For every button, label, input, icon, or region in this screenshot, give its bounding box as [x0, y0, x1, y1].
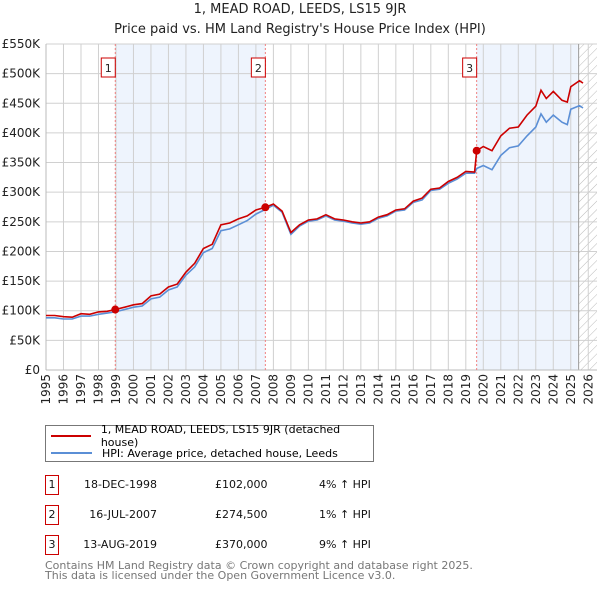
x-tick-label: 2017 [424, 374, 438, 405]
y-tick-label: £50K [9, 333, 41, 347]
x-tick-label: 2020 [477, 374, 491, 405]
y-tick-label: £500K [2, 67, 42, 81]
sale-point [261, 203, 270, 212]
y-tick-label: £400K [2, 126, 42, 140]
x-tick-label: 2014 [372, 374, 386, 405]
sale-point [472, 146, 481, 155]
property-price-line [46, 79, 584, 319]
y-tick-label: £100K [2, 304, 42, 318]
transaction-date: 18-DEC-1998 [83, 478, 157, 491]
x-tick-label: 2000 [127, 374, 141, 405]
legend: 1, MEAD ROAD, LEEDS, LS15 9JR (detached … [45, 423, 374, 462]
x-tick-label: 2018 [442, 374, 456, 405]
x-tick-label: 2006 [232, 374, 246, 405]
shaded-period [476, 44, 578, 370]
transaction-price: £274,500 [215, 508, 268, 521]
x-tick-label: 1996 [57, 374, 71, 405]
transaction-marker: 3 [45, 535, 59, 555]
legend-label: 1, MEAD ROAD, LEEDS, LS15 9JR (detached … [100, 423, 341, 449]
x-tick-label: 2012 [337, 374, 351, 405]
price-chart: 1995 1996 1997 1998 1999 2000 2001 2002 2003 2004… [2, 37, 597, 405]
legend-item-hpi: HPI: Average price, detached house, Leed… [51, 445, 338, 461]
x-tick-label: 2005 [214, 374, 228, 405]
transaction-row: 2 16-JUL-2007 £274,500 1% ↑ HPI [45, 505, 375, 527]
sale-marker-box [100, 57, 116, 78]
transaction-marker: 2 [45, 505, 59, 525]
footer-licence: This data is licensed under the Open Gov… [45, 569, 396, 582]
x-tick-label: 2016 [407, 374, 421, 405]
x-tick-label: 2003 [179, 374, 193, 405]
transaction-price: £370,000 [215, 538, 268, 551]
legend-swatch-blue [51, 452, 92, 454]
y-tick-label: £0 [25, 363, 40, 377]
sale-marker-label: 1 [105, 62, 112, 75]
x-tick-label: 2002 [162, 374, 176, 405]
y-tick-label: £300K [2, 185, 42, 199]
x-tick-label: 1995 [39, 374, 53, 405]
transaction-price: £102,000 [215, 478, 268, 491]
y-tick-label: £450K [2, 96, 42, 110]
x-tick-label: 2011 [319, 374, 333, 405]
legend-item-property: 1, MEAD ROAD, LEEDS, LS15 9JR (detached … [51, 423, 373, 449]
transaction-date: 13-AUG-2019 [83, 538, 157, 551]
x-tick-label: 1998 [92, 374, 106, 405]
sale-marker-box [250, 57, 266, 78]
x-tick-label: 2019 [459, 374, 473, 405]
y-tick-label: £350K [2, 156, 42, 170]
transaction-hpi-diff: 9% ↑ HPI [319, 538, 371, 551]
x-tick-label: 2021 [494, 374, 508, 405]
y-tick-label: £250K [2, 215, 42, 229]
sale-marker-label: 2 [255, 62, 262, 75]
shaded-period [115, 44, 266, 370]
x-tick-label: 2015 [389, 374, 403, 405]
y-tick-label: £550K [2, 37, 42, 51]
x-tick-label: 1999 [109, 374, 123, 405]
transaction-hpi-diff: 4% ↑ HPI [319, 478, 371, 491]
legend-label: HPI: Average price, detached house, Leed… [102, 446, 338, 460]
transaction-hpi-diff: 1% ↑ HPI [319, 508, 371, 521]
x-tick-label: 2024 [546, 374, 560, 405]
chart-subtitle: Price paid vs. HM Land Registry's House … [114, 22, 486, 37]
sale-marker-box [462, 57, 478, 78]
sale-point [111, 305, 120, 314]
x-tick-label: 2009 [284, 374, 298, 405]
x-tick-label: 2022 [511, 374, 525, 405]
hpi-line [46, 104, 584, 320]
x-tick-label: 2004 [197, 374, 211, 405]
x-tick-label: 2007 [249, 374, 263, 405]
x-tick-label: 2025 [564, 374, 578, 405]
transaction-date: 16-JUL-2007 [89, 508, 157, 521]
x-tick-label: 1997 [74, 374, 88, 405]
x-tick-label: 2026 [581, 374, 595, 405]
footer-copyright: Contains HM Land Registry data © Crown c… [45, 559, 473, 572]
x-tick-label: 2023 [529, 374, 543, 405]
chart-title: 1, MEAD ROAD, LEEDS, LS15 9JR [193, 2, 407, 17]
legend-swatch-red [51, 435, 91, 437]
sale-marker-label: 3 [466, 62, 473, 75]
transaction-marker: 1 [45, 475, 59, 495]
y-tick-label: £200K [2, 244, 42, 258]
x-tick-label: 2001 [144, 374, 158, 405]
x-tick-label: 2008 [267, 374, 281, 405]
transaction-row: 1 18-DEC-1998 £102,000 4% ↑ HPI [45, 475, 375, 497]
x-tick-label: 2010 [302, 374, 316, 405]
transaction-row: 3 13-AUG-2019 £370,000 9% ↑ HPI [45, 535, 375, 557]
x-tick-label: 2013 [354, 374, 368, 405]
y-tick-label: £150K [2, 274, 42, 288]
